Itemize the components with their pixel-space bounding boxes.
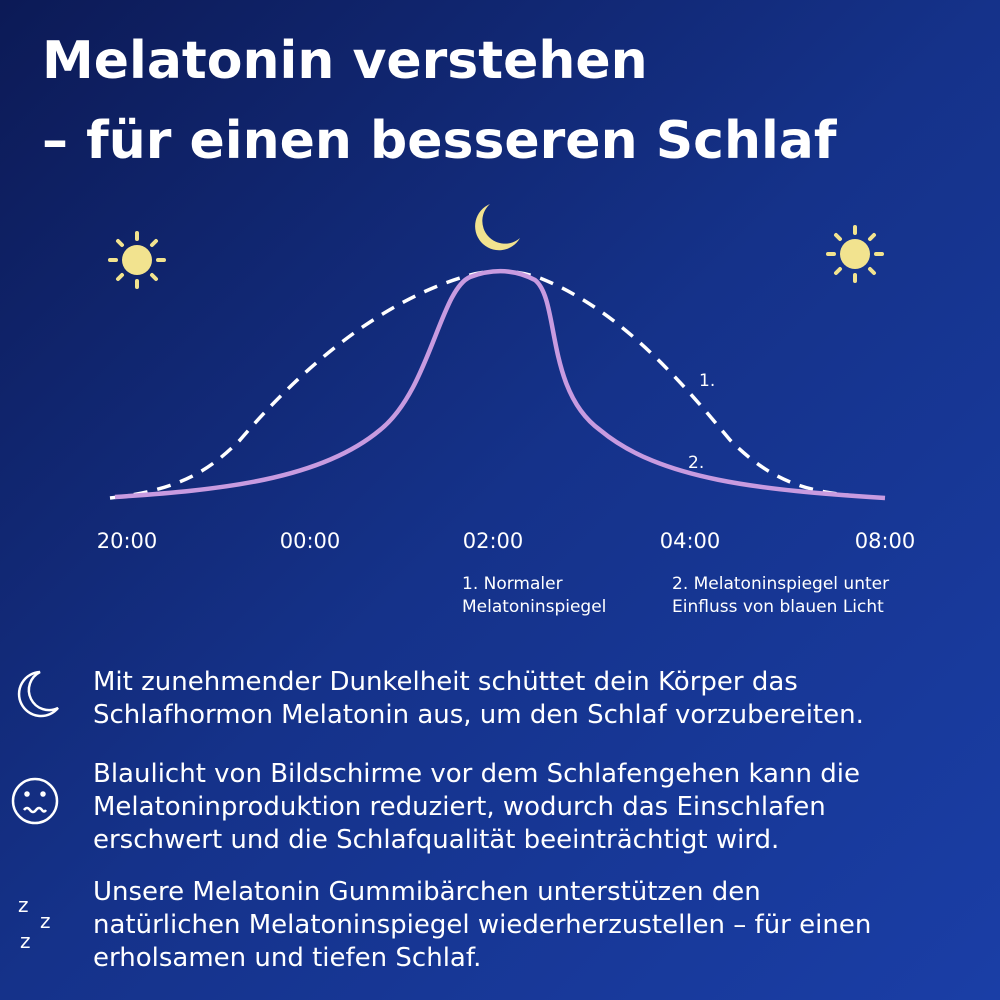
- moon-icon: [475, 204, 520, 251]
- legend-text: Einfluss von blauen Licht: [672, 597, 884, 617]
- legend-text: Melatoninspiegel: [462, 597, 606, 617]
- time-label: 00:00: [280, 529, 341, 553]
- point-text: erschwert und die Schlafqualität beeintr…: [93, 825, 779, 855]
- point-text: Melatoninproduktion reduziert, wodurch d…: [93, 792, 826, 822]
- sun-icon: [108, 231, 166, 289]
- title-line: Melatonin verstehen: [42, 31, 648, 91]
- moon-outline-icon: [17, 670, 59, 718]
- title-line: – für einen besseren Schlaf: [42, 111, 838, 171]
- time-label: 08:00: [855, 529, 916, 553]
- face-icon: [11, 777, 59, 825]
- svg-text:z: z: [18, 893, 29, 917]
- point-text: Schlafhormon Melatonin aus, um den Schla…: [93, 700, 864, 730]
- point-text: natürlichen Melatoninspiegel wiederherzu…: [93, 910, 871, 940]
- svg-text:z: z: [20, 929, 31, 953]
- point-text: Blaulicht von Bildschirme vor dem Schlaf…: [93, 759, 860, 789]
- legend-text: 2. Melatoninspiegel unter: [672, 574, 889, 594]
- time-label: 04:00: [660, 529, 721, 553]
- point-text: Mit zunehmender Dunkelheit schüttet dein…: [93, 667, 798, 697]
- curve-label: 2.: [688, 453, 704, 473]
- time-label: 20:00: [97, 529, 158, 553]
- curve-label: 1.: [699, 371, 715, 391]
- svg-text:z: z: [40, 909, 51, 933]
- zzz-icon: z z z: [18, 893, 51, 953]
- point-text: Unsere Melatonin Gummibärchen unterstütz…: [93, 877, 761, 907]
- sun-icon: [826, 225, 884, 283]
- time-label: 02:00: [463, 529, 524, 553]
- blue-light-curve: [114, 268, 886, 501]
- legend-text: 1. Normaler: [462, 574, 563, 594]
- point-text: erholsamen und tiefen Schlaf.: [93, 943, 481, 973]
